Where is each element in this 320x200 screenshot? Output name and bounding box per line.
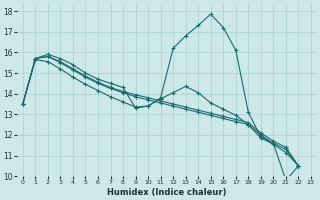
X-axis label: Humidex (Indice chaleur): Humidex (Indice chaleur) [107, 188, 227, 197]
